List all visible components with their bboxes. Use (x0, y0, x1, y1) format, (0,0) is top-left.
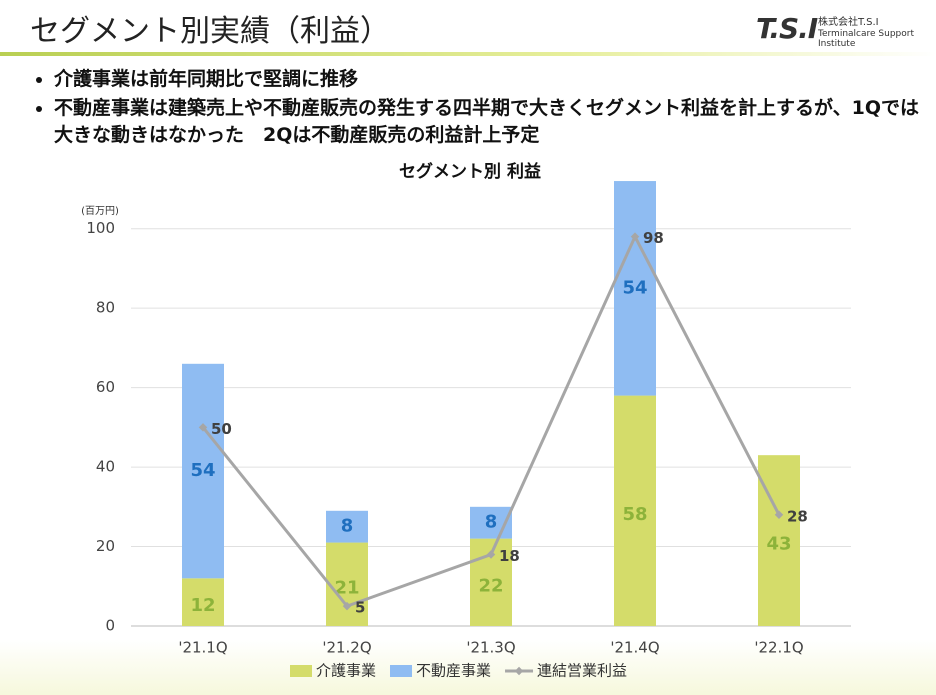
header: セグメント別実績（利益） T.S.I 株式会社T.S.I Terminalcar… (0, 0, 936, 56)
data-label: 12 (190, 595, 215, 616)
bullets: 介護事業は前年同期比で堅調に推移 不動産事業は建築売上や不動産販売の発生する四半… (28, 66, 924, 151)
data-label: 18 (499, 547, 520, 565)
data-label: 50 (211, 420, 232, 438)
bullet: 不動産事業は建築売上や不動産販売の発生する四半期で大きくセグメント利益を計上する… (54, 95, 924, 149)
y-tick-label: 100 (86, 219, 115, 237)
x-tick-label: '21.3Q (466, 639, 515, 657)
bar-segment (614, 395, 656, 626)
legend-swatch (390, 665, 413, 677)
data-label: 54 (190, 460, 215, 481)
chart-title: セグメント別 利益 (399, 161, 541, 182)
data-label: 8 (485, 512, 498, 533)
data-label: 28 (787, 507, 808, 525)
legend-label: 不動産事業 (416, 662, 491, 680)
y-tick-label: 20 (96, 537, 115, 555)
bar-segment (326, 542, 368, 626)
bar-segment (326, 510, 368, 543)
data-label: 8 (341, 516, 354, 537)
logo: T.S.I (756, 12, 818, 45)
company: 株式会社T.S.I (818, 17, 879, 28)
data-label: 5 (355, 599, 365, 617)
bar-segment (182, 578, 224, 626)
data-label: 58 (622, 504, 647, 525)
y-tick-label: 60 (96, 378, 115, 396)
x-tick-label: '22.1Q (754, 639, 803, 657)
bullet: 介護事業は前年同期比で堅調に推移 (54, 66, 924, 93)
data-label: 21 (334, 577, 359, 598)
legend-swatch (290, 665, 312, 677)
background-band (0, 640, 936, 695)
data-label: 22 (478, 575, 503, 596)
y-tick-label: 80 (96, 299, 115, 317)
legend-label: 連結営業利益 (537, 662, 627, 680)
y-unit: (百万円) (81, 205, 119, 217)
y-tick-label: 0 (105, 617, 115, 635)
line-marker (342, 601, 352, 611)
bar-segment (614, 181, 656, 396)
page-title: セグメント別実績（利益） (30, 14, 390, 49)
x-tick-label: '21.4Q (610, 639, 659, 657)
company-en: Terminalcare Support Institute (818, 29, 914, 49)
line-marker (486, 550, 496, 559)
line-marker (774, 510, 784, 520)
bar-segment (758, 455, 800, 626)
x-tick-label: '21.2Q (322, 639, 371, 657)
bar-segment (182, 363, 224, 579)
line-marker (198, 423, 208, 432)
header-rule (0, 52, 936, 56)
data-label: 54 (622, 277, 647, 298)
legend-label: 介護事業 (316, 662, 376, 680)
y-tick-label: 40 (96, 458, 115, 476)
data-label: 98 (643, 229, 664, 247)
x-tick-label: '21.1Q (178, 639, 227, 657)
data-label: 43 (766, 534, 791, 555)
legend-swatch (514, 666, 524, 676)
